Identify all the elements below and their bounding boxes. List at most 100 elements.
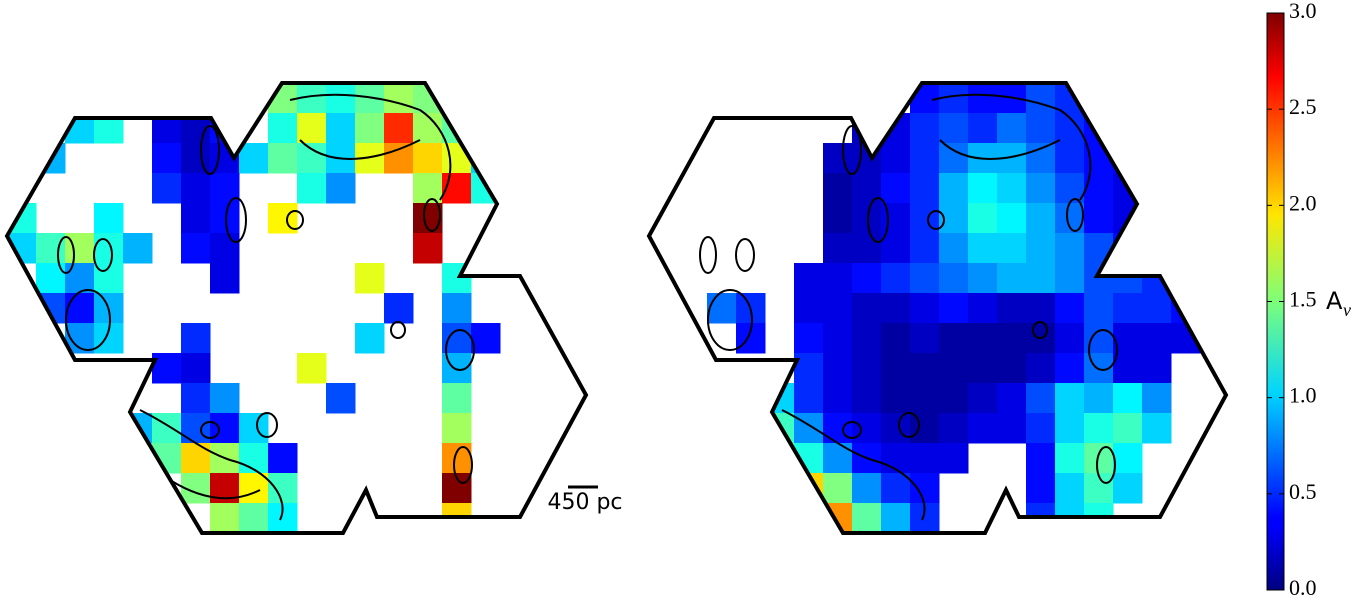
map-cell (442, 83, 472, 114)
colorbar-tick-label: 0.5 (1289, 479, 1317, 504)
map-cell (326, 83, 356, 114)
colorbar-tick-label: 1.5 (1289, 287, 1317, 312)
map-cell (794, 383, 824, 414)
map-cell (210, 263, 240, 294)
map-left (7, 83, 501, 533)
map-cell (1084, 383, 1114, 414)
map-cell (1113, 293, 1143, 324)
map-cell (1026, 413, 1056, 444)
map-cell (881, 233, 911, 264)
map-cell (442, 383, 472, 414)
map-cell (355, 113, 385, 144)
map-cell (1055, 293, 1085, 324)
colorbar-tick-label: 2.0 (1289, 190, 1317, 215)
map-cell (1113, 383, 1143, 414)
map-cell (152, 173, 182, 204)
map-cell (997, 203, 1027, 234)
map-cell (1026, 293, 1056, 324)
map-cell (823, 353, 853, 384)
map-cell (997, 113, 1027, 144)
map-cell (881, 293, 911, 324)
map-cell (94, 203, 124, 234)
map-cell (152, 353, 182, 384)
map-cell (268, 473, 298, 504)
map-cell (442, 263, 472, 294)
colorbar-tick-label: 2.5 (1289, 94, 1317, 119)
map-cell (1055, 473, 1085, 504)
map-cell (1142, 383, 1172, 414)
map-cell (94, 233, 124, 264)
map-cell (442, 413, 472, 444)
map-cell (181, 383, 211, 414)
map-cell (1026, 203, 1056, 234)
map-cell (823, 413, 853, 444)
map-cell (881, 473, 911, 504)
footprints (4, 81, 1229, 535)
map-cell (181, 143, 211, 174)
map-cell (852, 233, 882, 264)
map-cell (939, 263, 969, 294)
map-cell (823, 293, 853, 324)
map-cell (210, 203, 240, 234)
map-cell (1142, 233, 1172, 264)
map-cell (1026, 443, 1056, 474)
map-cell (881, 143, 911, 174)
colorbar-label: A (1326, 287, 1343, 315)
map-cell (939, 233, 969, 264)
map-cell (707, 293, 737, 324)
map-cell (823, 263, 853, 294)
map-cell (384, 113, 414, 144)
map-cell (1084, 293, 1114, 324)
map-cell (910, 323, 940, 354)
map-cell (384, 143, 414, 174)
map-cell (997, 293, 1027, 324)
map-cell (968, 173, 998, 204)
map-cell (1055, 383, 1085, 414)
map-cell (471, 323, 501, 354)
map-cell (1026, 263, 1056, 294)
map-cell (997, 323, 1027, 354)
map-cell (910, 413, 940, 444)
map-cell (471, 113, 501, 144)
map-cell (968, 263, 998, 294)
map-cell (939, 323, 969, 354)
map-cell (297, 173, 327, 204)
map-cell (1113, 413, 1143, 444)
map-cell (823, 143, 853, 174)
map-cell (123, 233, 153, 264)
map-cell (1142, 413, 1172, 444)
map-cell (968, 383, 998, 414)
map-cell (1026, 383, 1056, 414)
map-cell (181, 323, 211, 354)
map-cell (152, 413, 182, 444)
contours (57, 93, 1118, 521)
map-cell (765, 443, 795, 474)
map-cell (1055, 173, 1085, 204)
map-cell (1142, 353, 1172, 384)
map-cell (442, 293, 472, 324)
map-cell (181, 413, 211, 444)
map-cell (239, 143, 269, 174)
map-cell (939, 113, 969, 144)
map-cell (939, 413, 969, 444)
map-cell (968, 353, 998, 384)
map-cell (823, 383, 853, 414)
map-cell (1171, 233, 1201, 264)
map-cell (881, 173, 911, 204)
map-cell (910, 233, 940, 264)
map-cell (1113, 263, 1143, 294)
map-cell (881, 383, 911, 414)
map-cell (471, 83, 501, 114)
map-cell (794, 353, 824, 384)
map-cell (852, 203, 882, 234)
map-cell (384, 83, 414, 114)
map-cell (152, 143, 182, 174)
map-cell (1055, 233, 1085, 264)
map-cell (968, 203, 998, 234)
map-cell (794, 263, 824, 294)
map-cell (1026, 173, 1056, 204)
map-cell (823, 173, 853, 204)
map-cell (210, 383, 240, 414)
map-cell (794, 293, 824, 324)
map-cell (268, 113, 298, 144)
